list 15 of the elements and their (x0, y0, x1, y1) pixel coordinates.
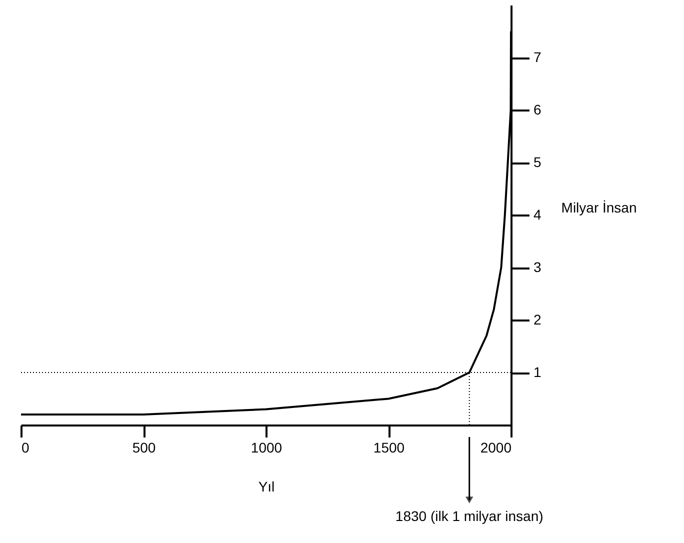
x-tick-label: 1500 (373, 440, 405, 456)
y-tick-label: 6 (534, 102, 542, 118)
y-tick-label: 7 (534, 49, 542, 65)
y-tick-label: 3 (534, 259, 542, 275)
x-tick-label: 1000 (250, 440, 282, 456)
x-tick-label: 2000 (480, 440, 512, 456)
x-axis-title: Yıl (258, 478, 275, 494)
x-tick-label: 500 (132, 440, 156, 456)
y-tick-label: 2 (534, 312, 542, 328)
y-axis-title: Milyar İnsan (561, 200, 637, 216)
ref-line-label: 1830 (ilk 1 milyar insan) (395, 508, 544, 524)
y-tick-label: 4 (534, 206, 542, 222)
x-tick-label: 0 (22, 440, 30, 456)
y-tick-label: 1 (534, 364, 542, 380)
y-tick-label: 5 (534, 154, 542, 170)
